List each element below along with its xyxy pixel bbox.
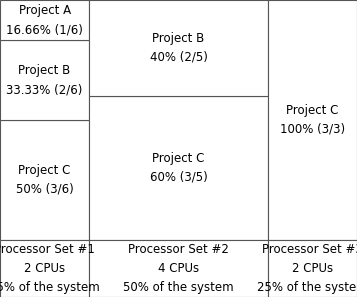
Text: Processor Set #1
2 CPUs
25% of the system: Processor Set #1 2 CPUs 25% of the syste… — [0, 243, 100, 294]
Text: Processor Set #3
2 CPUs
25% of the system: Processor Set #3 2 CPUs 25% of the syste… — [257, 243, 357, 294]
Text: Project B
33.33% (2/6): Project B 33.33% (2/6) — [6, 64, 83, 96]
Text: Project C
50% (3/6): Project C 50% (3/6) — [16, 164, 74, 196]
Bar — [89, 96, 268, 240]
Bar — [89, 240, 268, 297]
Text: Project A
16.66% (1/6): Project A 16.66% (1/6) — [6, 4, 83, 36]
Text: Project B
40% (2/5): Project B 40% (2/5) — [150, 32, 207, 64]
Text: Processor Set #2
4 CPUs
50% of the system: Processor Set #2 4 CPUs 50% of the syste… — [123, 243, 234, 294]
Text: Project C
100% (3/3): Project C 100% (3/3) — [280, 104, 345, 136]
Bar — [0, 120, 89, 240]
Text: Project C
60% (3/5): Project C 60% (3/5) — [150, 152, 207, 184]
Bar — [0, 40, 89, 120]
Bar — [268, 240, 357, 297]
Bar — [268, 0, 357, 240]
Bar — [89, 0, 268, 96]
Bar — [0, 240, 89, 297]
Bar — [0, 0, 89, 40]
